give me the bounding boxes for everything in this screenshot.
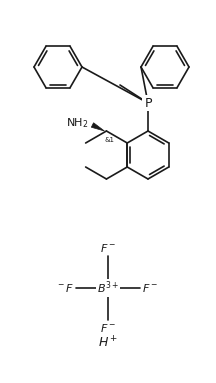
Text: B: B (104, 282, 112, 295)
Text: $F^-$: $F^-$ (100, 242, 116, 254)
Text: $F^-$: $F^-$ (100, 322, 116, 334)
Text: &1: &1 (104, 137, 114, 143)
Text: $H^+$: $H^+$ (98, 336, 118, 351)
Text: $F^-$: $F^-$ (142, 282, 158, 294)
Text: NH$_2$: NH$_2$ (66, 116, 88, 130)
Text: $B^{3+}$: $B^{3+}$ (97, 280, 119, 296)
Text: $^-F$: $^-F$ (56, 282, 74, 294)
Text: P: P (144, 97, 152, 110)
Polygon shape (91, 123, 104, 131)
